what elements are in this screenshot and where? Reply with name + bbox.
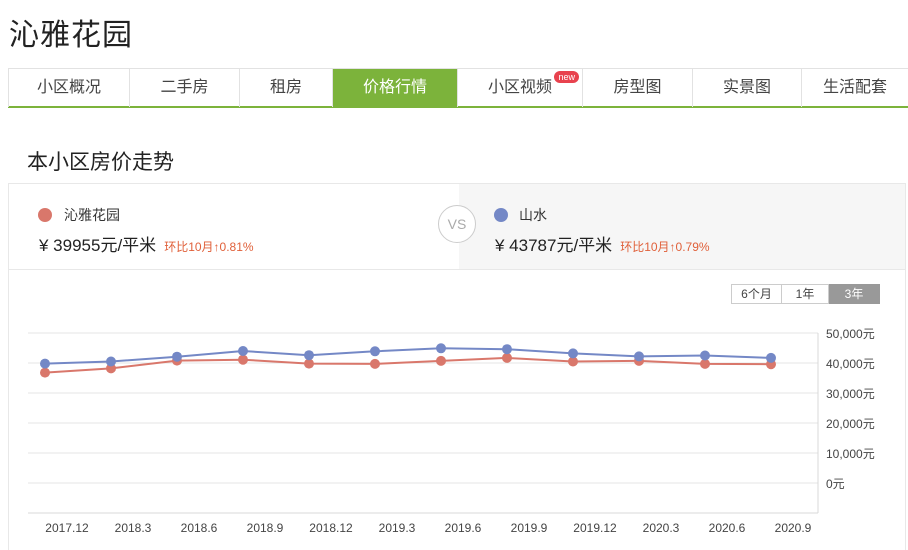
range-3-years-button[interactable]: 3年 — [829, 284, 880, 304]
y-tick-label: 40,000元 — [826, 357, 875, 371]
data-point-1 — [238, 354, 248, 365]
chart-container — [8, 270, 906, 550]
data-point-2 — [766, 352, 776, 363]
data-point-1 — [304, 358, 314, 369]
range-6-months-button[interactable]: 6个月 — [731, 284, 782, 304]
series-line-1 — [44, 356, 772, 374]
section-title: 本小区房价走势 — [27, 151, 174, 174]
page-title: 沁雅花园 — [9, 19, 133, 52]
x-tick-label: 2018.12 — [309, 521, 353, 535]
new-badge: new — [554, 71, 579, 83]
series-line-2 — [44, 347, 772, 365]
data-point-2 — [172, 351, 182, 362]
data-point-2 — [568, 348, 578, 359]
data-point-1 — [370, 358, 380, 369]
tab-photos[interactable]: 实景图 — [693, 69, 802, 107]
y-tick-label: 30,000元 — [826, 387, 875, 401]
y-tick-label: 0元 — [826, 477, 845, 491]
range-1-year-button[interactable]: 1年 — [782, 284, 829, 304]
data-point-1 — [436, 355, 446, 366]
compare-left: 沁雅花园 ¥ 39955元/平米 环比10月↑0.81% — [9, 184, 459, 269]
compare-left-price: ¥ 39955元/平米 环比10月↑0.81% — [39, 236, 254, 255]
data-point-2 — [40, 358, 50, 369]
data-point-2 — [370, 346, 380, 357]
compare-right: 山水 ¥ 43787元/平米 环比10月↑0.79% — [459, 184, 905, 269]
series-dot-icon — [494, 208, 508, 222]
compare-right-change: 环比10月↑0.79% — [620, 240, 710, 254]
compare-left-name: 沁雅花园 — [64, 207, 120, 223]
x-tick-label: 2017.12 — [45, 521, 89, 535]
range-selector: 6个月 1年 3年 — [731, 284, 880, 304]
data-point-1 — [700, 358, 710, 369]
tab-overview[interactable]: 小区概况 — [8, 69, 130, 107]
data-point-2 — [436, 343, 446, 354]
y-tick-label: 20,000元 — [826, 417, 875, 431]
y-tick-label: 50,000元 — [826, 327, 875, 341]
tab-floor-plan[interactable]: 房型图 — [583, 69, 693, 107]
x-tick-label: 2019.3 — [379, 521, 416, 535]
data-point-1 — [106, 363, 116, 374]
compare-left-change: 环比10月↑0.81% — [164, 240, 254, 254]
x-tick-label: 2019.6 — [445, 521, 482, 535]
vs-badge: VS — [438, 205, 476, 243]
y-tick-label: 10,000元 — [826, 447, 875, 461]
tab-second-hand[interactable]: 二手房 — [130, 69, 240, 107]
compare-right-price: ¥ 43787元/平米 环比10月↑0.79% — [495, 236, 710, 255]
data-point-1 — [502, 352, 512, 363]
data-point-2 — [304, 350, 314, 361]
x-tick-label: 2020.9 — [775, 521, 812, 535]
data-point-2 — [502, 344, 512, 355]
tab-rent[interactable]: 租房 — [240, 69, 333, 107]
data-point-2 — [634, 351, 644, 362]
x-tick-label: 2018.3 — [115, 521, 152, 535]
price-compare-panel: 沁雅花园 ¥ 39955元/平米 环比10月↑0.81% VS 山水 ¥ 4378… — [8, 183, 906, 270]
tab-price-trend[interactable]: 价格行情 — [333, 69, 458, 107]
tab-video[interactable]: 小区视频 new — [458, 69, 583, 107]
x-tick-label: 2018.6 — [181, 521, 218, 535]
compare-right-name: 山水 — [519, 207, 547, 223]
data-point-2 — [106, 356, 116, 367]
tab-amenities[interactable]: 生活配套 — [822, 79, 887, 96]
x-tick-label: 2019.12 — [573, 521, 617, 535]
x-tick-label: 2020.6 — [709, 521, 746, 535]
data-point-2 — [700, 350, 710, 361]
data-point-1 — [40, 367, 50, 378]
tab-bar: 小区概况 二手房 租房 价格行情 小区视频 new 房型图 实景图 生活配套 — [8, 68, 908, 108]
data-point-1 — [568, 356, 578, 367]
x-tick-label: 2018.9 — [247, 521, 284, 535]
x-tick-label: 2020.3 — [643, 521, 680, 535]
x-tick-label: 2019.9 — [511, 521, 548, 535]
data-point-2 — [238, 346, 248, 356]
series-dot-icon — [38, 208, 52, 222]
